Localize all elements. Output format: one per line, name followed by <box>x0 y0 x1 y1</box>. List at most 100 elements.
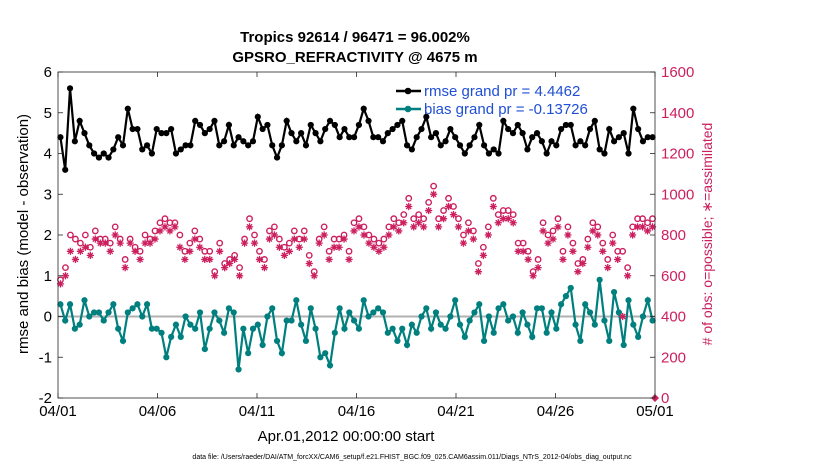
assimilated-marker <box>484 231 492 239</box>
series-rmse <box>57 85 656 173</box>
assimilated-marker <box>365 239 373 247</box>
bias-point <box>206 325 213 332</box>
rmse-point <box>168 125 175 133</box>
possible-marker <box>62 264 69 271</box>
rmse-point <box>134 125 141 133</box>
y2-tick-label: 1200 <box>661 146 694 163</box>
x-axis-label: Apr.01,2012 00:00:00 start <box>258 428 436 445</box>
bias-point <box>192 325 199 332</box>
assimilated-marker <box>643 227 652 235</box>
rmse-point <box>615 134 622 141</box>
bias-point <box>495 305 502 312</box>
bias-point <box>312 325 319 332</box>
bias-point <box>442 325 449 332</box>
possible-marker <box>275 235 283 243</box>
bias-point <box>644 297 651 304</box>
y2-tick-label: 400 <box>661 309 686 326</box>
bias-point <box>259 341 266 349</box>
assimilated-marker <box>315 239 323 247</box>
rmse-point <box>350 134 358 141</box>
rmse-point <box>437 142 444 149</box>
rmse-point <box>129 125 136 133</box>
assimilated-marker <box>564 231 572 239</box>
bias-point <box>428 325 435 332</box>
assimilated-marker <box>554 223 562 231</box>
possible-marker <box>509 211 517 219</box>
possible-marker <box>430 182 438 190</box>
x-tick-label: 04/11 <box>239 403 275 420</box>
assimilated-marker <box>405 202 413 211</box>
assimilated-marker <box>375 247 383 255</box>
rmse-point <box>211 117 218 124</box>
assimilated-marker <box>579 259 587 268</box>
legend-bias-label: bias grand pr = -0.13726 <box>424 101 588 118</box>
rmse-point <box>577 138 584 145</box>
bias-point <box>76 321 83 328</box>
possible-marker <box>121 256 129 263</box>
y2-tick-label: 0 <box>661 390 669 407</box>
rmse-point <box>582 142 589 149</box>
possible-marker <box>390 215 398 223</box>
bias-point <box>505 317 512 324</box>
assimilated-marker <box>66 247 75 255</box>
x-axis-ticks: 04/01 04/06 04/11 04/16 04/21 04/26 05/01 <box>39 72 674 420</box>
bias-point <box>456 321 464 328</box>
rmse-point <box>71 138 78 145</box>
bias-point <box>71 325 78 332</box>
rmse-point <box>567 121 574 129</box>
bias-point <box>293 297 300 304</box>
assimilated-marker <box>425 206 433 215</box>
bias-point <box>235 366 242 373</box>
possible-marker <box>649 215 656 223</box>
rmse-point <box>115 134 122 141</box>
bias-point <box>331 329 338 336</box>
assimilated-marker <box>96 239 104 247</box>
possible-marker <box>619 247 627 255</box>
assimilated-marker <box>415 219 423 227</box>
possible-marker <box>156 219 164 227</box>
bias-point <box>466 317 473 324</box>
rmse-point <box>105 154 112 161</box>
bias-point <box>264 313 271 320</box>
rmse-point <box>514 121 521 129</box>
rmse-point <box>375 134 382 141</box>
possible-marker <box>504 207 512 214</box>
rmse-point <box>519 130 526 137</box>
bias-point <box>389 325 396 332</box>
possible-marker <box>544 231 552 239</box>
x-tick-label: 04/06 <box>139 403 177 420</box>
bias-point <box>230 309 237 316</box>
possible-marker <box>420 215 428 223</box>
assimilated-marker <box>444 202 453 211</box>
assimilated-marker <box>330 243 338 251</box>
possible-marker <box>176 231 184 239</box>
bias-point <box>591 321 598 328</box>
rmse-point <box>596 146 603 153</box>
possible-marker <box>599 239 607 247</box>
bias-point <box>86 313 93 320</box>
rmse-point <box>384 130 391 137</box>
bias-point <box>115 325 122 332</box>
y-axis-ticks: -2 -1 0 1 2 3 4 5 6 <box>39 64 63 407</box>
rmse-point <box>509 130 517 137</box>
rmse-point <box>403 142 411 149</box>
rmse-point <box>288 130 295 137</box>
possible-marker <box>141 231 149 239</box>
assimilated-marker <box>454 223 463 231</box>
assimilated-marker <box>469 235 478 243</box>
assimilated-marker <box>221 264 229 272</box>
bias-point <box>249 325 257 332</box>
bias-point <box>283 317 290 324</box>
possible-marker <box>559 247 567 255</box>
possible-marker <box>624 264 632 271</box>
rmse-point <box>644 134 651 141</box>
rmse-point <box>307 121 314 129</box>
possible-marker <box>325 247 333 255</box>
bias-point <box>649 317 656 324</box>
assimilated-marker <box>295 243 303 251</box>
possible-marker <box>300 227 308 235</box>
rmse-point <box>543 150 550 157</box>
bias-point <box>269 305 276 312</box>
bias-point <box>211 309 218 316</box>
